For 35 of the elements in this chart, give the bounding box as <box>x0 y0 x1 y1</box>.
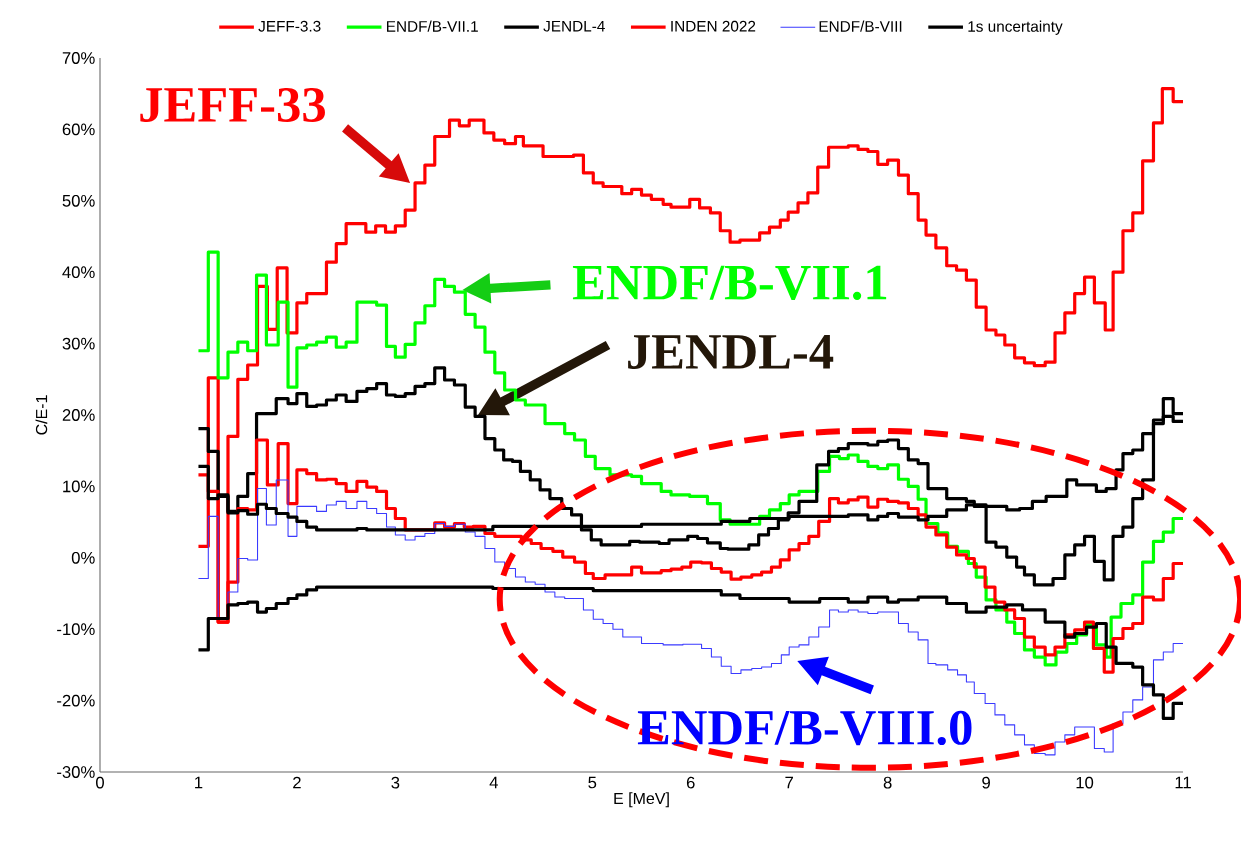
x-tick-label: 3 <box>391 776 400 789</box>
legend-label: ENDF/B-VIII <box>819 20 902 32</box>
legend-label: INDEN 2022 <box>671 20 756 32</box>
x-tick-label: 4 <box>489 776 498 789</box>
annotation: JEFF-33 <box>140 87 325 122</box>
y-tick-label: 0% <box>71 551 95 564</box>
x-tick-label: 0 <box>96 776 104 789</box>
legend-label: ENDF/B-VII.1 <box>387 20 478 32</box>
x-tick-label: 6 <box>686 776 695 789</box>
legend-label: JEFF-3.3 <box>258 20 321 32</box>
annotation: JENDL-4 <box>628 335 834 369</box>
y-tick-label: 20% <box>62 409 95 421</box>
y-tick-label: 70% <box>62 52 95 64</box>
x-tick-label: 2 <box>293 776 301 789</box>
y-tick-label: -20% <box>57 694 95 707</box>
legend-label: JENDL-4 <box>543 20 605 32</box>
y-tick-label: 30% <box>62 337 95 350</box>
y-tick-label: 60% <box>62 123 95 136</box>
annotation: ENDF/B-VIII.0 <box>637 710 972 746</box>
y-tick-label: 50% <box>62 194 95 207</box>
y-tick-label: -10% <box>57 623 95 636</box>
x-tick-label: 10 <box>1076 776 1094 789</box>
x-axis-title: E [MeV] <box>614 792 669 808</box>
x-tick-label: 9 <box>982 776 990 789</box>
x-tick-label: 11 <box>1175 776 1191 789</box>
y-axis-title: C/E-1 <box>35 395 48 435</box>
y-tick-label: 10% <box>63 480 95 493</box>
legend-label: 1s uncertainty <box>968 20 1063 35</box>
y-tick-label: 40% <box>62 266 95 279</box>
y-tick-label: -30% <box>57 766 95 778</box>
x-tick-label: 5 <box>588 776 597 789</box>
x-tick-label: 1 <box>195 776 203 789</box>
x-tick-label: 8 <box>883 776 892 789</box>
annotation: ENDF/B-VII.1 <box>572 265 887 301</box>
x-tick-label: 7 <box>785 776 793 789</box>
